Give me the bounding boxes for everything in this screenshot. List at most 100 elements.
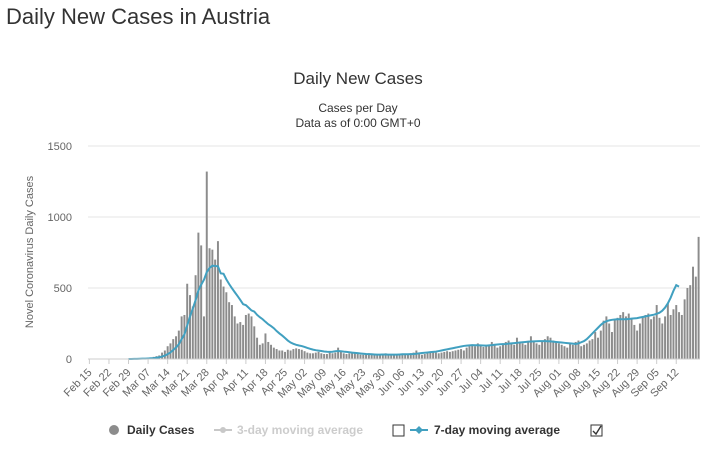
bar-daily-cases[interactable] [258, 344, 261, 359]
bar-daily-cases[interactable] [527, 341, 530, 359]
bar-daily-cases[interactable] [351, 351, 354, 359]
bar-daily-cases[interactable] [166, 346, 169, 359]
bar-daily-cases[interactable] [680, 314, 683, 359]
bar-daily-cases[interactable] [379, 355, 382, 359]
bar-daily-cases[interactable] [627, 313, 630, 359]
bar-daily-cases[interactable] [264, 333, 267, 359]
bar-daily-cases[interactable] [697, 236, 700, 359]
bar-daily-cases[interactable] [186, 283, 189, 359]
bar-daily-cases[interactable] [602, 320, 605, 359]
bar-daily-cases[interactable] [401, 354, 404, 359]
bar-daily-cases[interactable] [476, 343, 479, 359]
bar-daily-cases[interactable] [423, 354, 426, 359]
bar-daily-cases[interactable] [437, 353, 440, 359]
bar-daily-cases[interactable] [339, 351, 342, 359]
bar-daily-cases[interactable] [655, 305, 658, 359]
legend-item-7-day-average[interactable]: 7-day moving average [410, 423, 560, 437]
bar-daily-cases[interactable] [202, 316, 205, 359]
bar-daily-cases[interactable] [289, 350, 292, 359]
bar-daily-cases[interactable] [507, 340, 510, 359]
bar-daily-cases[interactable] [683, 299, 686, 359]
bar-daily-cases[interactable] [342, 353, 345, 359]
bar-daily-cases[interactable] [228, 302, 231, 359]
bar-daily-cases[interactable] [605, 316, 608, 359]
bar-daily-cases[interactable] [440, 352, 443, 359]
bar-daily-cases[interactable] [267, 341, 270, 359]
bar-daily-cases[interactable] [619, 314, 622, 359]
bar-daily-cases[interactable] [552, 340, 555, 359]
bar-daily-cases[interactable] [499, 346, 502, 359]
bar-daily-cases[interactable] [384, 353, 387, 359]
bar-daily-cases[interactable] [622, 312, 625, 359]
bar-daily-cases[interactable] [426, 353, 429, 359]
bar-daily-cases[interactable] [406, 354, 409, 359]
bar-daily-cases[interactable] [320, 353, 323, 359]
bar-daily-cases[interactable] [504, 341, 507, 359]
bar-daily-cases[interactable] [465, 347, 468, 359]
bar-daily-cases[interactable] [650, 319, 653, 359]
bar-daily-cases[interactable] [216, 241, 219, 359]
bar-daily-cases[interactable] [594, 332, 597, 359]
bar-daily-cases[interactable] [214, 259, 217, 359]
bar-daily-cases[interactable] [566, 347, 569, 359]
bar-daily-cases[interactable] [300, 349, 303, 359]
bar-daily-cases[interactable] [686, 288, 689, 359]
bar-daily-cases[interactable] [518, 341, 521, 359]
bar-daily-cases[interactable] [448, 351, 451, 359]
bar-daily-cases[interactable] [460, 349, 463, 359]
bar-daily-cases[interactable] [219, 279, 222, 359]
bar-daily-cases[interactable] [233, 316, 236, 359]
bar-daily-cases[interactable] [490, 341, 493, 359]
bar-daily-cases[interactable] [393, 355, 395, 359]
bar-daily-cases[interactable] [253, 326, 256, 359]
legend-3day-checkbox[interactable] [392, 424, 405, 437]
bar-daily-cases[interactable] [429, 352, 432, 359]
bar-daily-cases[interactable] [588, 340, 591, 359]
bar-daily-cases[interactable] [583, 344, 586, 359]
bar-daily-cases[interactable] [610, 332, 613, 359]
bar-daily-cases[interactable] [672, 309, 675, 359]
bar-daily-cases[interactable] [395, 355, 398, 359]
bar-daily-cases[interactable] [281, 350, 284, 359]
bar-daily-cases[interactable] [577, 340, 580, 359]
bar-daily-cases[interactable] [513, 344, 516, 359]
bar-daily-cases[interactable] [230, 305, 233, 359]
bar-daily-cases[interactable] [599, 330, 602, 359]
bar-daily-cases[interactable] [261, 343, 264, 359]
bar-daily-cases[interactable] [208, 248, 211, 359]
bar-daily-cases[interactable] [191, 306, 194, 359]
bar-daily-cases[interactable] [591, 339, 594, 359]
bar-daily-cases[interactable] [183, 314, 186, 359]
bar-daily-cases[interactable] [225, 292, 228, 359]
bar-daily-cases[interactable] [608, 323, 611, 360]
bar-daily-cases[interactable] [272, 347, 275, 359]
bar-daily-cases[interactable] [270, 344, 273, 359]
bar-daily-cases[interactable] [678, 312, 681, 359]
bar-daily-cases[interactable] [409, 353, 412, 359]
bar-daily-cases[interactable] [242, 324, 245, 359]
bar-daily-cases[interactable] [474, 346, 477, 359]
bar-daily-cases[interactable] [303, 351, 306, 359]
bar-daily-cases[interactable] [298, 349, 300, 359]
bar-daily-cases[interactable] [538, 344, 541, 359]
bar-daily-cases[interactable] [563, 346, 566, 359]
bar-daily-cases[interactable] [194, 275, 197, 359]
bar-daily-cases[interactable] [353, 353, 356, 359]
bar-daily-cases[interactable] [443, 351, 446, 359]
bar-daily-cases[interactable] [286, 349, 289, 359]
bar-daily-cases[interactable] [532, 340, 535, 359]
bar-daily-cases[interactable] [328, 352, 331, 359]
bar-daily-cases[interactable] [485, 346, 488, 359]
legend-item-3-day-average[interactable]: 3-day moving average [214, 423, 363, 437]
bar-daily-cases[interactable] [412, 352, 415, 359]
bar-daily-cases[interactable] [493, 344, 496, 359]
bar-daily-cases[interactable] [356, 354, 359, 359]
bar-daily-cases[interactable] [557, 343, 560, 359]
bar-daily-cases[interactable] [529, 336, 532, 359]
bar-daily-cases[interactable] [365, 354, 368, 359]
bar-daily-cases[interactable] [546, 336, 549, 359]
bar-daily-cases[interactable] [387, 354, 390, 359]
legend-7day-checkbox[interactable] [590, 424, 603, 437]
bar-daily-cases[interactable] [189, 295, 191, 359]
bar-daily-cases[interactable] [390, 354, 393, 359]
